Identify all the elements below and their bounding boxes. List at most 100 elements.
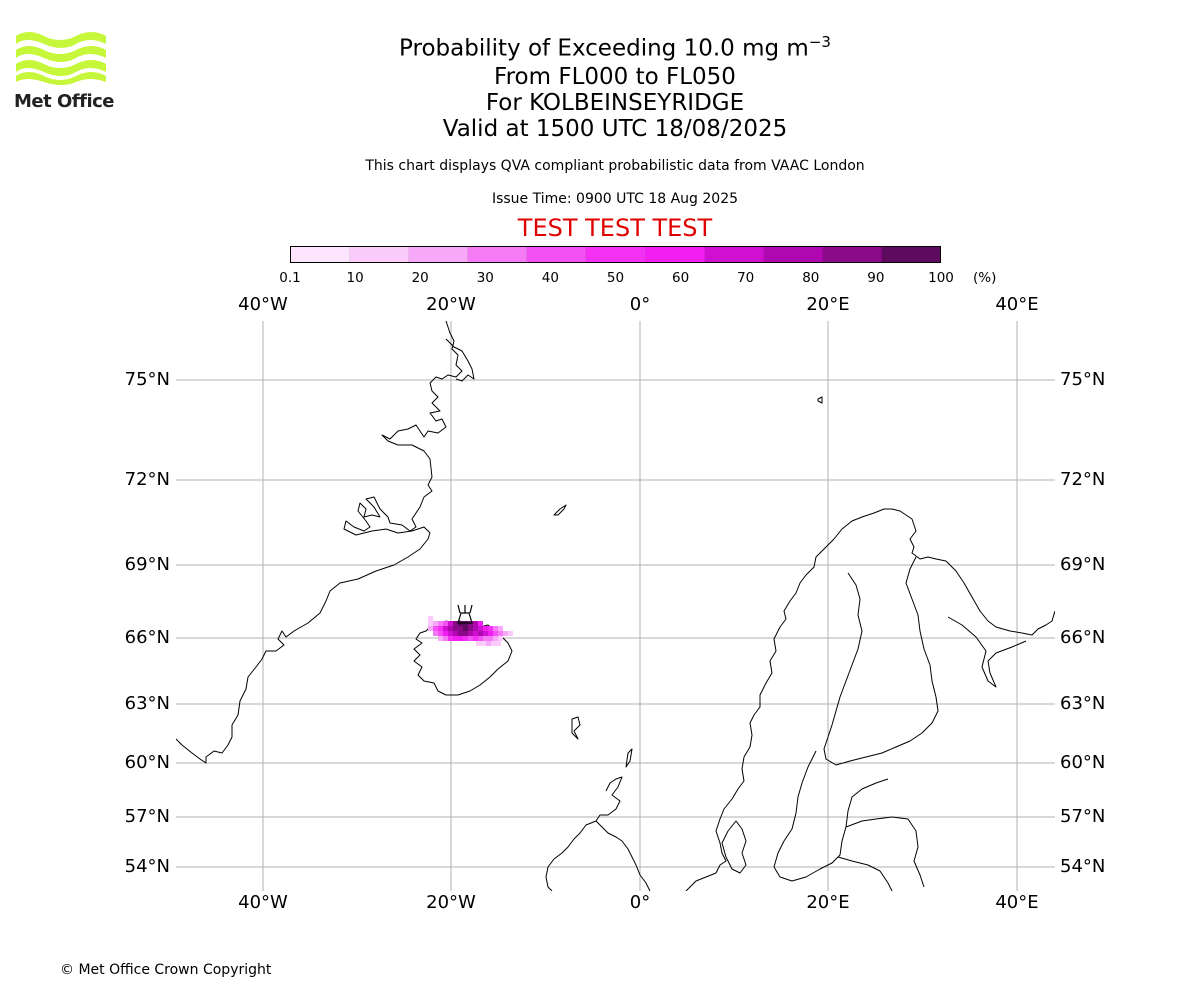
probability-cell: [463, 631, 468, 636]
colorbar-tick-label: 20: [411, 270, 429, 286]
chart-title: Probability of Exceeding 10.0 mg m−3: [0, 29, 1200, 62]
probability-cell: [478, 621, 483, 626]
probability-cell: [503, 631, 508, 636]
lon-label-bottom: 40°W: [238, 892, 288, 913]
colorbar-segment: [527, 247, 587, 262]
probability-cell: [453, 636, 458, 641]
coast-greenland-fjord: [445, 338, 475, 382]
probability-cell: [458, 626, 463, 631]
lat-label-right: 63°N: [1060, 693, 1106, 714]
lat-label-left: 57°N: [124, 806, 170, 827]
colorbar-segment: [409, 247, 469, 262]
flight-level-line: From FL000 to FL050: [494, 64, 736, 90]
probability-cell: [433, 626, 438, 631]
coast-baltic-states: [845, 816, 925, 888]
lat-label-right: 75°N: [1060, 369, 1106, 390]
lat-label-left: 66°N: [124, 627, 170, 648]
probability-cell: [483, 626, 488, 631]
map-frame: [176, 321, 1055, 891]
issue-time: Issue Time: 0900 UTC 18 Aug 2025: [491, 191, 739, 207]
probability-cell: [463, 626, 468, 631]
lat-label-left: 60°N: [124, 752, 170, 773]
graticule: [176, 321, 1055, 891]
probability-cell: [493, 636, 498, 641]
lat-label-right: 54°N: [1060, 856, 1106, 877]
probability-cell: [438, 626, 443, 631]
colorbar-tick-label: 90: [867, 270, 885, 286]
coast-britain: [595, 776, 651, 891]
probability-cell: [498, 631, 503, 636]
chart-title-superscript: −3: [808, 33, 831, 51]
probability-cell: [443, 626, 448, 631]
probability-cell: [496, 641, 501, 646]
probability-cell: [428, 621, 433, 626]
probability-cell: [453, 631, 458, 636]
lon-label-top: 40°E: [995, 294, 1039, 315]
lon-label-top: 20°W: [426, 294, 476, 315]
coast-estonia: [837, 856, 893, 891]
probability-cell: [453, 626, 458, 631]
colorbar-segment: [763, 247, 823, 262]
colorbar: [290, 246, 941, 263]
colorbar-tick-label: 60: [672, 270, 690, 286]
lon-label-top: 20°E: [806, 294, 850, 315]
probability-cell: [483, 631, 488, 636]
colorbar-tick-label: 0.1: [279, 270, 301, 286]
probability-cell: [438, 631, 443, 636]
coast-shetland: [625, 748, 633, 768]
probability-cell: [448, 636, 453, 641]
test-banner: TEST TEST TEST: [517, 214, 713, 242]
lon-label-bottom: 20°W: [426, 892, 476, 913]
probability-cell: [438, 621, 443, 626]
probability-cell: [481, 641, 486, 646]
map-svg: [176, 321, 1055, 891]
logo-text: Met Office: [14, 91, 115, 112]
lat-label-right: 72°N: [1060, 469, 1106, 490]
probability-cell: [498, 626, 503, 631]
colorbar-unit: (%): [973, 270, 997, 286]
probability-cell: [476, 641, 481, 646]
probability-cell: [463, 636, 468, 641]
lon-label-bottom: 20°E: [806, 892, 850, 913]
probability-cell: [433, 631, 438, 636]
probability-cell: [488, 631, 493, 636]
colorbar-tick-label: 10: [346, 270, 364, 286]
lat-label-left: 75°N: [124, 369, 170, 390]
probability-cell: [428, 626, 433, 631]
probability-cell: [448, 631, 453, 636]
coast-baltic: [773, 750, 889, 882]
probability-cells: [428, 616, 513, 646]
lat-label-left: 72°N: [124, 469, 170, 490]
probability-cell: [448, 626, 453, 631]
probability-cell: [458, 631, 463, 636]
coast-greenland: [176, 321, 463, 764]
colorbar-segment: [468, 247, 528, 262]
coast-bear-island: [817, 396, 823, 404]
colorbar-tick-label: 40: [541, 270, 559, 286]
colorbar-segment: [291, 247, 351, 262]
lat-label-right: 66°N: [1060, 627, 1106, 648]
probability-cell: [486, 641, 491, 646]
probability-cell: [448, 621, 453, 626]
probability-cell: [478, 631, 483, 636]
valid-time-line: Valid at 1500 UTC 18/08/2025: [442, 116, 788, 142]
region-line: For KOLBEINSEYRIDGE: [485, 90, 745, 116]
coast-kola: [947, 616, 1027, 688]
colorbar-tick-label: 80: [802, 270, 820, 286]
probability-cell: [488, 626, 493, 631]
colorbar-segment: [586, 247, 646, 262]
copyright: © Met Office Crown Copyright: [60, 962, 272, 978]
probability-cell: [438, 636, 443, 641]
probability-cell: [458, 636, 463, 641]
probability-cell: [478, 626, 483, 631]
colorbar-tick-label: 70: [737, 270, 755, 286]
colorbar-segment: [822, 247, 882, 262]
lat-label-left: 63°N: [124, 693, 170, 714]
probability-cell: [453, 621, 458, 626]
probability-cell: [443, 631, 448, 636]
probability-cell: [468, 636, 473, 641]
probability-cell: [478, 636, 483, 641]
coast-denmark: [721, 820, 747, 874]
coast-jan-mayen: [553, 504, 567, 516]
coast-faroe: [571, 716, 581, 740]
